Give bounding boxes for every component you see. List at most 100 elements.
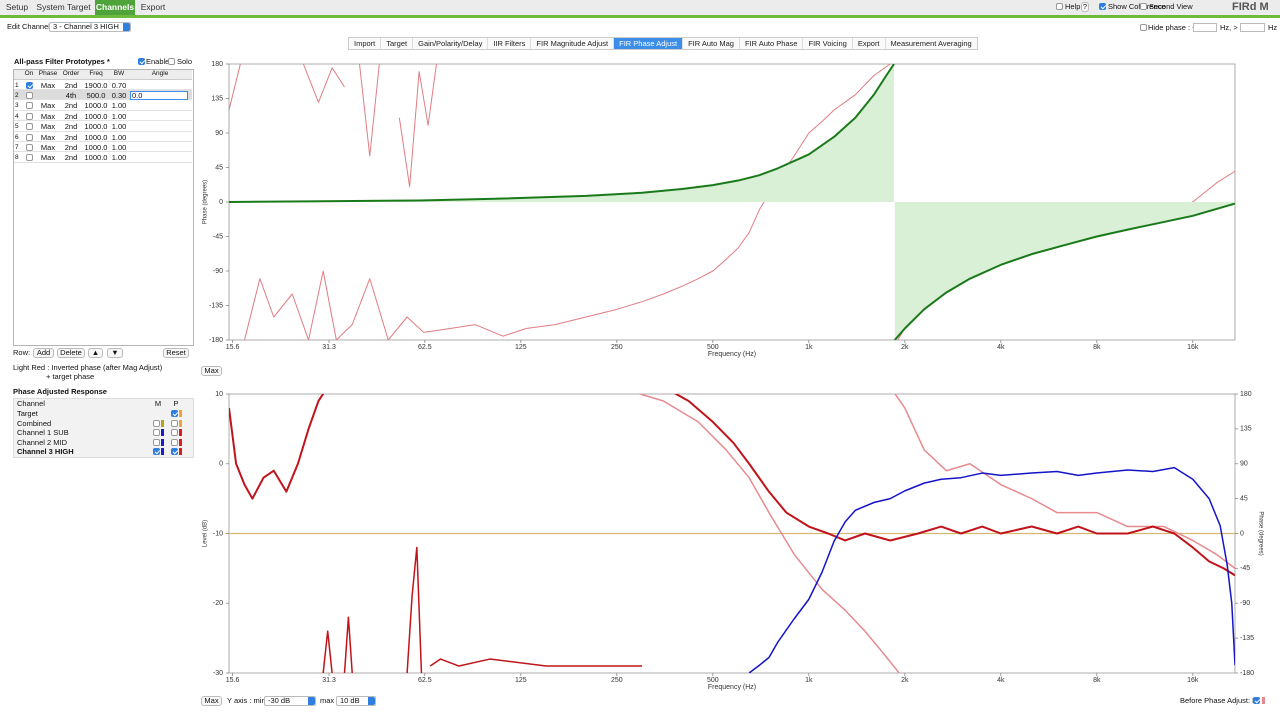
checkbox[interactable] <box>153 448 160 455</box>
y-tick-label: -45 <box>213 233 223 240</box>
checkbox[interactable] <box>26 154 33 162</box>
y2-tick-label: -90 <box>1240 600 1250 607</box>
x-tick-label: 250 <box>611 677 623 684</box>
response-title: Phase Adjusted Response <box>13 387 107 396</box>
enable-label: Enable <box>146 57 170 66</box>
x-tick-label: 31.3 <box>322 344 336 351</box>
angle-input[interactable]: 0.0 <box>130 90 188 100</box>
column-header: M <box>154 399 162 408</box>
tool-tab[interactable]: FIR Phase Adjust <box>613 38 683 49</box>
channel-name: Channel 1 SUB <box>17 428 69 437</box>
cell: 1000.0 <box>84 153 108 163</box>
channel-select[interactable]: 3 - Channel 3 HIGH <box>49 22 131 32</box>
solo-label: Solo <box>177 57 193 66</box>
color-swatch <box>179 429 182 436</box>
checkbox[interactable] <box>26 143 33 151</box>
checkbox[interactable] <box>1056 3 1063 10</box>
checkbox[interactable] <box>1253 697 1260 704</box>
reset-button[interactable]: Reset <box>163 348 189 358</box>
row-label: Row: <box>13 348 31 357</box>
checkbox[interactable] <box>153 429 160 436</box>
tool-tab[interactable]: FIR Auto Phase <box>738 38 803 49</box>
checkbox[interactable] <box>171 448 178 455</box>
row-button[interactable]: Add <box>33 348 54 358</box>
y-tick-label: 135 <box>211 95 223 102</box>
checkbox[interactable] <box>1099 3 1106 10</box>
row-button[interactable]: Delete <box>57 348 85 358</box>
x-tick-label: 500 <box>707 677 719 684</box>
allpass-table <box>13 69 194 346</box>
tool-tab[interactable]: Export <box>851 38 885 49</box>
min-select[interactable]: -30 dB <box>264 696 316 706</box>
tool-tab[interactable]: Target <box>380 38 412 49</box>
row-index: 7 <box>15 143 19 151</box>
row-button[interactable]: ▼ <box>107 348 123 358</box>
checkbox[interactable] <box>171 429 178 436</box>
x-tick-label: 4k <box>997 344 1005 351</box>
checkbox[interactable] <box>168 58 175 65</box>
y2-tick-label: -180 <box>1240 670 1254 677</box>
menu-tab[interactable]: Export <box>140 2 166 12</box>
y-tick-label: -135 <box>209 302 223 309</box>
tool-tab[interactable]: FIR Magnitude Adjust <box>530 38 613 49</box>
cell: 2nd <box>64 122 78 132</box>
x-tick-label: 250 <box>611 344 623 351</box>
area <box>229 64 1235 340</box>
x-tick-label: 15.6 <box>226 344 240 351</box>
column-header: Freq <box>89 70 103 77</box>
x-tick-label: 15.6 <box>226 677 240 684</box>
max-button[interactable]: Max <box>201 696 222 706</box>
tool-tab[interactable]: FIR Auto Mag <box>682 38 739 49</box>
menu-tab[interactable]: System Target <box>36 2 91 12</box>
color-swatch <box>179 419 182 427</box>
help-button[interactable]: ? <box>1081 2 1089 12</box>
row-button[interactable]: ▲ <box>88 348 103 358</box>
checkbox[interactable] <box>26 91 33 99</box>
y-axis-label: Level (dB) <box>203 520 209 547</box>
max-select[interactable]: 10 dB <box>336 696 376 706</box>
tool-tab[interactable]: Gain/Polarity/Delay <box>412 38 487 49</box>
cell: 2nd <box>64 101 78 111</box>
checkbox[interactable] <box>26 133 33 141</box>
menu-tab[interactable]: Setup <box>5 2 29 12</box>
cell: 1000.0 <box>84 142 108 152</box>
channel-name: Channel 2 MID <box>17 437 68 447</box>
row-index: 5 <box>15 123 19 131</box>
tool-tab[interactable]: Import <box>354 39 376 48</box>
checkbox[interactable] <box>153 419 160 427</box>
checkbox[interactable] <box>171 410 178 417</box>
y-tick-label: -180 <box>209 337 223 344</box>
cell: 1000.0 <box>84 111 108 121</box>
row-index: 6 <box>15 133 19 141</box>
row-index: 8 <box>15 154 19 162</box>
checkbox[interactable] <box>26 112 33 120</box>
checkbox[interactable] <box>153 438 160 446</box>
checkbox[interactable] <box>1140 24 1147 31</box>
cell: 2nd <box>64 132 78 142</box>
tool-tab[interactable]: IIR Filters <box>487 38 530 49</box>
hide-phase-low[interactable] <box>1193 23 1217 32</box>
y-axis-label: Phase (degrees) <box>203 180 209 224</box>
color-swatch <box>161 419 164 427</box>
cell: 1.00 <box>111 142 127 152</box>
row-index: 4 <box>15 112 19 120</box>
max-button[interactable]: Max <box>201 366 222 376</box>
checkbox[interactable] <box>1140 3 1147 10</box>
allpass-title: All-pass Filter Prototypes * <box>14 57 110 66</box>
y-tick-label: 0 <box>219 461 223 468</box>
checkbox[interactable] <box>26 123 33 131</box>
hide-phase-high[interactable] <box>1240 23 1265 32</box>
menu-tab[interactable]: Channels <box>95 0 135 15</box>
checkbox[interactable] <box>26 81 33 89</box>
checkbox[interactable] <box>26 102 33 110</box>
checkbox[interactable] <box>171 419 178 427</box>
cell: Max <box>40 122 56 132</box>
color-swatch <box>161 448 164 455</box>
tool-tab[interactable]: Measurement Averaging <box>884 38 977 49</box>
tool-tab[interactable]: FIR Voicing <box>802 38 851 49</box>
color-swatch <box>1262 697 1265 704</box>
checkbox[interactable] <box>138 58 145 65</box>
x-tick-label: 1k <box>805 344 813 351</box>
hz-label: Hz <box>1268 23 1278 32</box>
checkbox[interactable] <box>171 438 178 446</box>
